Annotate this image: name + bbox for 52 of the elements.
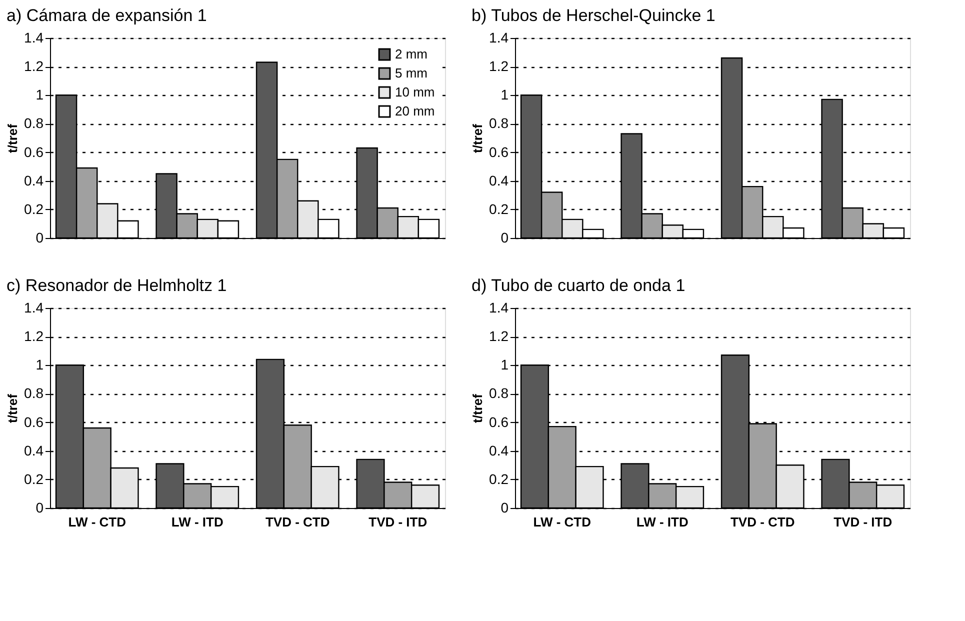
x-tick-label: LW - CTD (533, 514, 591, 530)
legend-label: 5 mm (395, 66, 428, 80)
legend-label: 20 mm (395, 104, 435, 118)
x-tick-label: TVD - CTD (265, 514, 330, 530)
y-tick-label: 0.4 (24, 442, 44, 458)
y-tick-label: 0 (500, 230, 509, 246)
x-tick-label: TVD - CTD (730, 514, 795, 530)
chart-title: d) Tubo de cuarto de onda 1 (472, 276, 686, 295)
y-tick-label: 1.4 (24, 30, 44, 46)
y-tick-label: 1.4 (489, 30, 509, 46)
y-tick-label: 1 (500, 86, 509, 103)
y-tick-label: 0.6 (24, 414, 44, 430)
y-tick-label: 1.2 (24, 328, 44, 344)
y-tick-label: 0 (36, 500, 44, 516)
x-tick-label: TVD - ITD (834, 514, 892, 530)
y-tick-label: 1.2 (489, 328, 509, 344)
y-tick-label: 0.8 (489, 115, 509, 132)
y-tick-label: 0.2 (24, 470, 44, 487)
y-tick-label: 1 (36, 86, 44, 103)
y-axis-title: t/tref (5, 393, 20, 423)
y-tick-label: 1 (36, 356, 44, 373)
y-tick-label: 1 (500, 356, 509, 373)
x-tick-label: TVD - ITD (368, 514, 428, 530)
y-tick-label: 0.2 (489, 470, 509, 487)
y-axis-title: t/tref (470, 393, 486, 423)
y-tick-label: 0.4 (24, 172, 44, 188)
y-tick-label: 0.2 (24, 200, 44, 217)
y-axis-title: t/tref (470, 123, 486, 153)
y-tick-label: 1.4 (24, 300, 44, 316)
y-tick-label: 1.2 (24, 58, 44, 74)
y-tick-label: 0.2 (489, 200, 509, 217)
legend-label: 10 mm (395, 84, 435, 100)
y-tick-label: 0.6 (489, 414, 509, 430)
x-tick-label: LW - ITD (636, 514, 688, 530)
y-tick-label: 0 (500, 500, 509, 516)
y-axis-title: t/tref (5, 123, 20, 153)
legend-label: 2 mm (395, 46, 428, 62)
y-tick-label: 0 (36, 230, 44, 246)
y-tick-label: 0.6 (489, 144, 509, 160)
x-tick-label: LW - ITD (171, 514, 224, 530)
y-tick-label: 1.2 (489, 58, 509, 74)
y-tick-label: 0.8 (489, 385, 509, 402)
chart-title: b) Tubos de Herschel-Quincke 1 (472, 6, 716, 25)
y-tick-label: 0.8 (24, 115, 44, 132)
y-tick-label: 0.4 (489, 172, 509, 188)
chart-title: c) Resonador de Helmholtz 1 (6, 276, 227, 295)
y-tick-label: 1.4 (489, 300, 509, 316)
x-tick-label: LW - CTD (68, 514, 126, 530)
chart-title: a) Cámara de expansión 1 (6, 6, 207, 25)
y-tick-label: 0.8 (24, 385, 44, 402)
y-tick-label: 0.4 (489, 442, 509, 458)
y-tick-label: 0.6 (24, 144, 44, 160)
